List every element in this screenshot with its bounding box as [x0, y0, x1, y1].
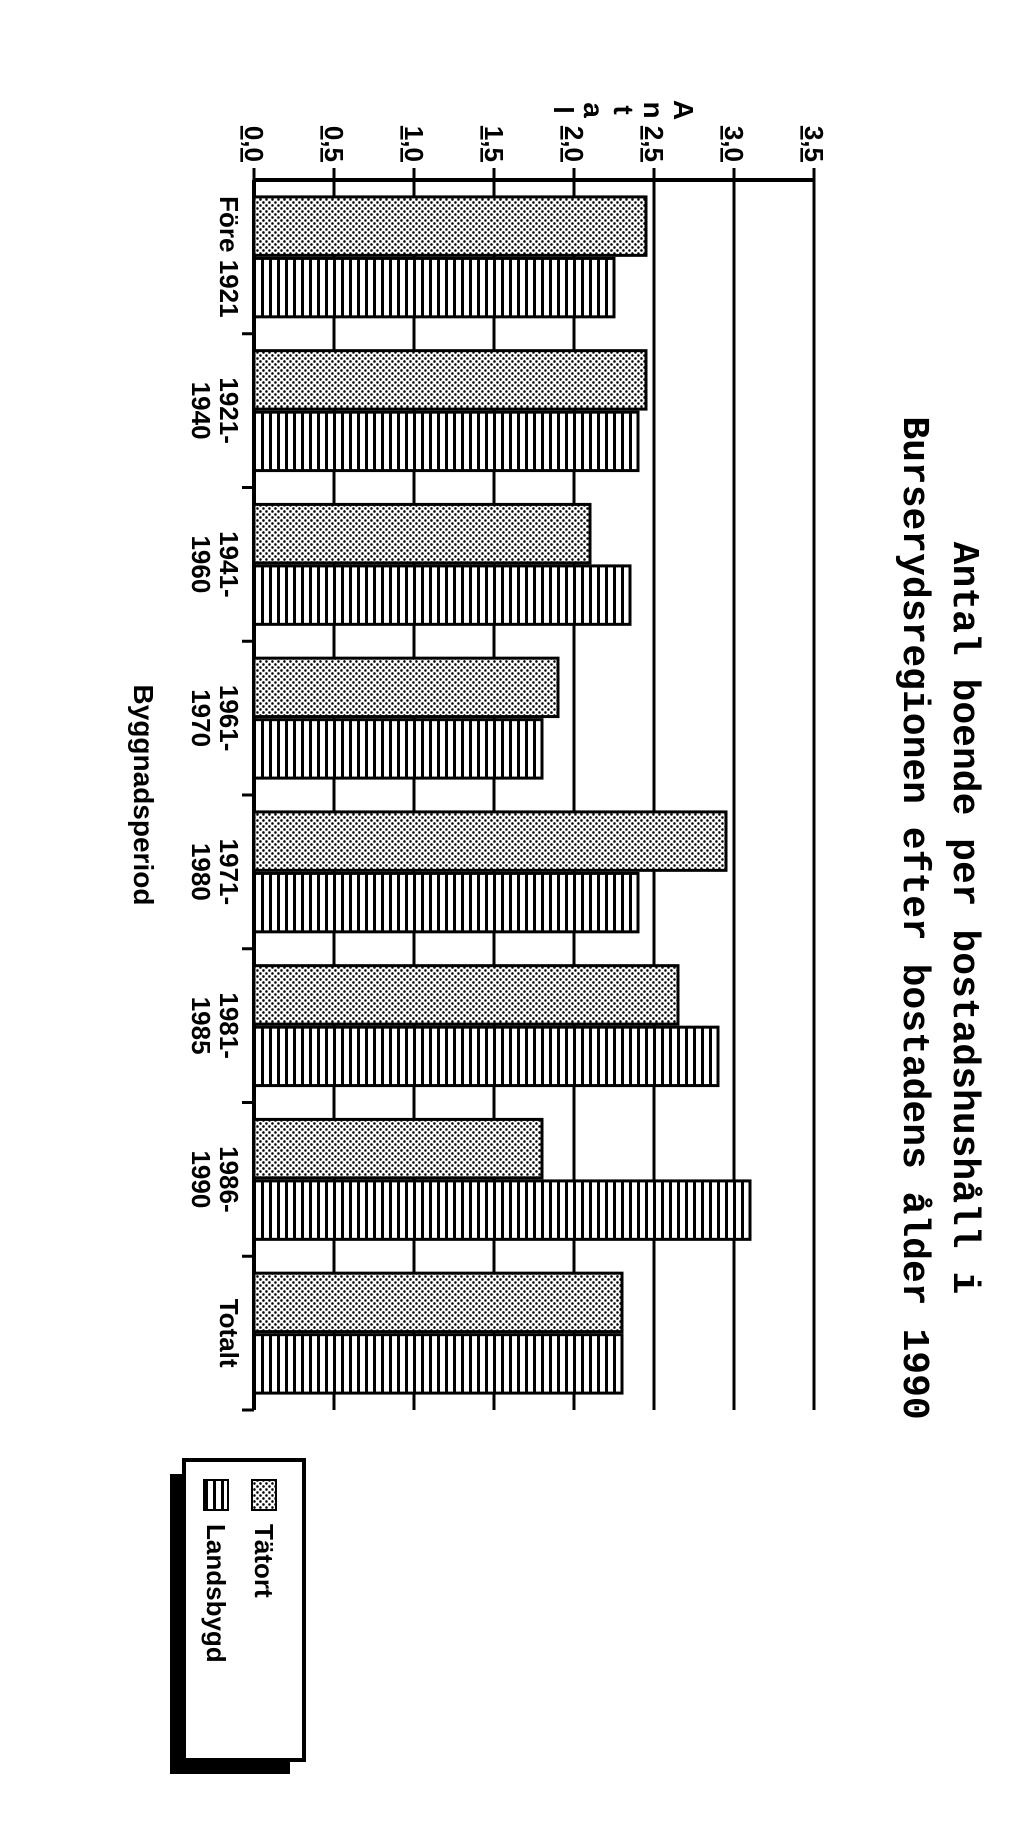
bar-tätort [254, 1273, 622, 1331]
x-axis-label: Byggnadsperiod [128, 685, 159, 906]
legend-swatch [204, 1480, 228, 1510]
bar-landsbygd [254, 1335, 622, 1393]
x-tick-label: 1921- [214, 377, 244, 444]
chart-title-line1: Antal boende per bostadshushåll i [942, 542, 985, 1295]
x-tick-label: 1961- [214, 685, 244, 752]
y-tick-label: 3,5 [799, 126, 829, 162]
bar-tätort [254, 1119, 542, 1177]
chart-root: Antal boende per bostadshushåll iBursery… [0, 0, 1024, 1024]
bar-landsbygd [254, 566, 630, 624]
x-tick-label: 1970 [186, 689, 216, 747]
x-tick-label: 1960 [186, 535, 216, 593]
bar-landsbygd [254, 1181, 750, 1239]
bar-tätort [254, 966, 678, 1024]
y-tick-label: 1,5 [479, 126, 509, 162]
bar-landsbygd [254, 258, 614, 316]
bar-tätort [254, 197, 646, 255]
y-tick-label: 3,0 [719, 126, 749, 162]
x-tick-label: 1981- [214, 992, 244, 1059]
bar-tätort [254, 504, 590, 562]
bar-tätort [254, 812, 726, 870]
bar-tätort [254, 658, 558, 716]
y-tick-label: 2,5 [639, 126, 669, 162]
bar-landsbygd [254, 720, 542, 778]
x-tick-label: 1941- [214, 531, 244, 598]
legend-label: Landsbygd [201, 1524, 231, 1663]
y-axis-label-char: l [548, 106, 579, 114]
x-tick-label: 1971- [214, 839, 244, 906]
x-tick-label: Före 1921 [214, 196, 244, 317]
x-tick-label: 1980 [186, 843, 216, 901]
bar-landsbygd [254, 412, 638, 470]
y-tick-label: 1,0 [399, 126, 429, 162]
bar-landsbygd [254, 1027, 718, 1085]
legend-label: Tätort [249, 1524, 279, 1598]
y-tick-label: 2,0 [559, 126, 589, 162]
y-axis-label-char: n [638, 101, 669, 118]
x-tick-label: 1940 [186, 382, 216, 440]
bar-tätort [254, 351, 646, 409]
y-tick-label: 0,0 [239, 126, 269, 162]
chart-title-line2: Burserydsregionen efter bostadens ålder … [892, 416, 935, 1419]
y-axis-label-char: A [668, 100, 699, 120]
legend-swatch [252, 1480, 276, 1510]
x-tick-label: 1985 [186, 997, 216, 1055]
y-axis-label-char: t [608, 105, 639, 114]
x-tick-label: Totalt [214, 1299, 244, 1368]
x-tick-label: 1990 [186, 1150, 216, 1208]
y-axis-label-char: a [578, 102, 609, 118]
bar-landsbygd [254, 873, 638, 931]
x-tick-label: 1986- [214, 1146, 244, 1213]
y-tick-label: 0,5 [319, 126, 349, 162]
